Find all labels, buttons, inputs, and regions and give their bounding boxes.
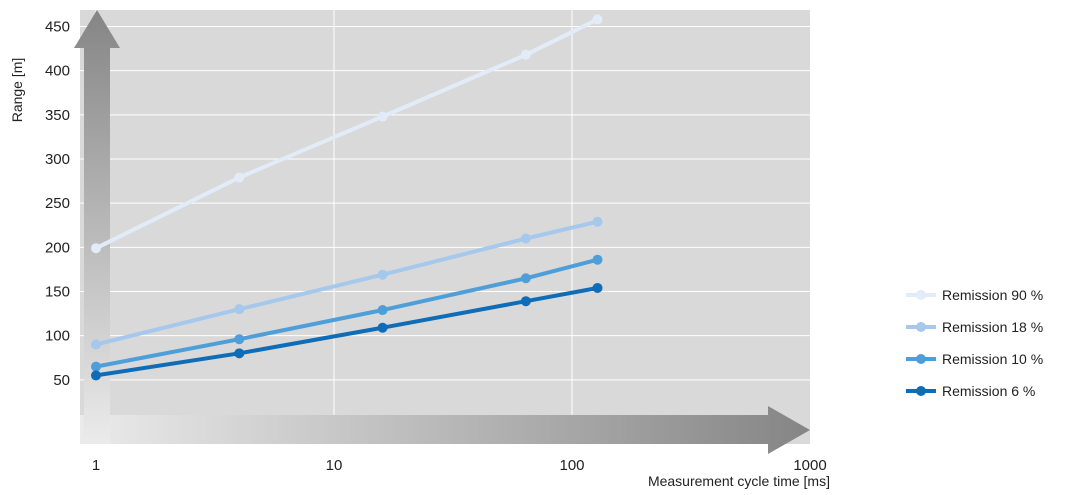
legend-marker (916, 354, 926, 364)
series-group (91, 14, 603, 381)
data-point (234, 334, 245, 345)
data-point (592, 14, 603, 25)
plot-background (80, 10, 810, 444)
legend: Remission 90 % Remission 18 % Remission 10… (906, 287, 1043, 399)
y-tick-label: 250 (45, 195, 70, 212)
data-point (234, 172, 245, 183)
x-tick-label: 10 (326, 457, 343, 474)
data-point (91, 370, 101, 381)
data-point (91, 339, 101, 350)
data-point (377, 269, 388, 280)
x-tick-label: 1000 (793, 457, 826, 474)
y-tick-label: 300 (45, 151, 70, 168)
data-point (234, 304, 245, 315)
data-point (592, 216, 603, 227)
y-axis-title: Range [m] (9, 58, 25, 123)
data-point (592, 282, 603, 293)
data-point (520, 49, 531, 60)
y-tick-label: 150 (45, 284, 70, 301)
data-point (520, 233, 531, 244)
grid (80, 10, 810, 444)
y-tick-labels: 50 100 150 200 250 300 350 400 450 (45, 19, 70, 389)
y-tick-label: 100 (45, 328, 70, 345)
x-tick-label: 1 (92, 457, 100, 474)
data-point (592, 254, 603, 265)
x-axis-title: Measurement cycle time [ms] (648, 473, 830, 489)
x-axis-arrow (80, 406, 810, 454)
legend-label: Remission 10 % (942, 351, 1043, 367)
legend-label: Remission 90 % (942, 287, 1043, 303)
y-tick-label: 450 (45, 19, 70, 36)
legend-marker (916, 322, 926, 332)
y-tick-label: 50 (53, 372, 70, 389)
data-point (520, 296, 531, 307)
y-tick-label: 200 (45, 239, 70, 256)
data-point (91, 243, 101, 254)
y-axis-arrow (74, 10, 120, 444)
legend-marker (916, 386, 926, 396)
y-tick-label: 400 (45, 63, 70, 80)
data-point (91, 361, 101, 372)
legend-label: Remission 6 % (942, 383, 1035, 399)
x-tick-label: 100 (559, 457, 584, 474)
y-tick-label: 350 (45, 107, 70, 124)
data-point (377, 111, 388, 122)
legend-label: Remission 18 % (942, 319, 1043, 335)
data-point (520, 273, 531, 284)
data-point (377, 322, 388, 333)
data-point (234, 348, 245, 359)
legend-marker (916, 290, 926, 300)
x-tick-labels: 1 10 100 1000 (92, 457, 827, 474)
data-point (377, 305, 388, 316)
